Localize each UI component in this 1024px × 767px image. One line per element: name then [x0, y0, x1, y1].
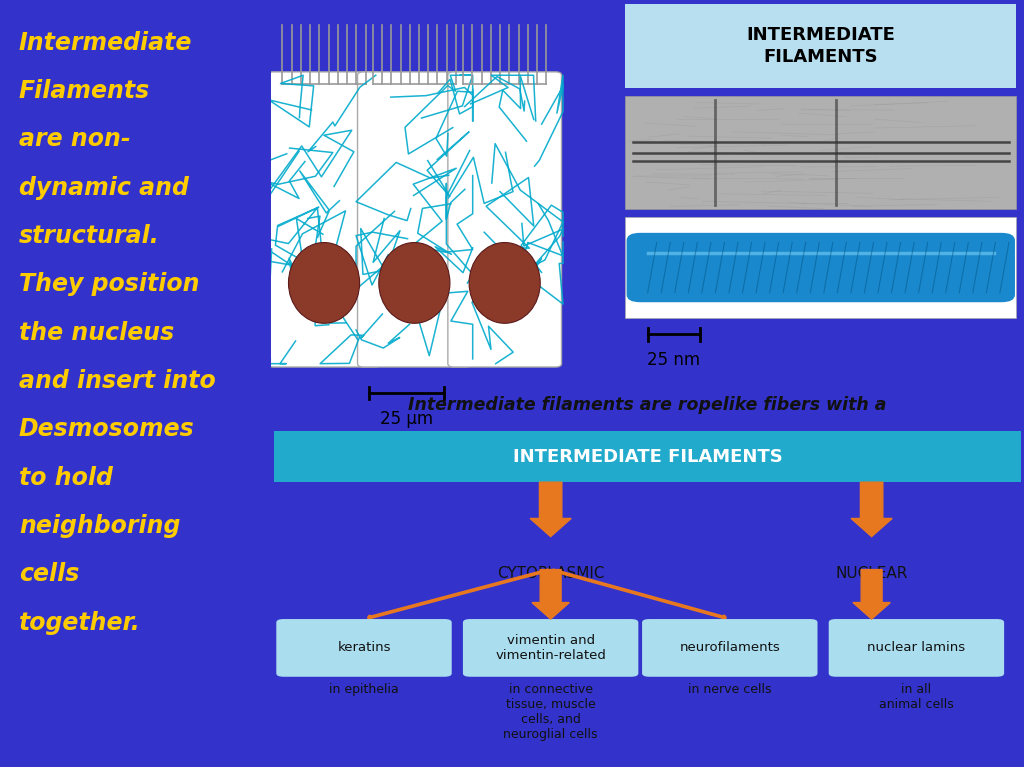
FancyBboxPatch shape	[625, 4, 1017, 87]
FancyBboxPatch shape	[463, 619, 638, 676]
Text: together.: together.	[19, 611, 140, 634]
Text: and insert into: and insert into	[19, 369, 216, 393]
Text: the nucleus: the nucleus	[19, 321, 174, 344]
Ellipse shape	[289, 242, 359, 324]
Ellipse shape	[379, 242, 450, 324]
FancyBboxPatch shape	[276, 619, 452, 676]
Text: in nerve cells: in nerve cells	[688, 683, 771, 696]
Text: INTERMEDIATE
FILAMENTS: INTERMEDIATE FILAMENTS	[746, 26, 895, 66]
Text: 25 μm: 25 μm	[380, 410, 433, 428]
Ellipse shape	[469, 242, 541, 324]
Text: cells: cells	[19, 562, 80, 586]
Text: vimentin and
vimentin-related: vimentin and vimentin-related	[496, 634, 606, 662]
Bar	[274, 431, 1021, 482]
Text: keratins: keratins	[337, 641, 391, 654]
Text: Desmosomes: Desmosomes	[19, 417, 195, 441]
FancyBboxPatch shape	[625, 217, 1017, 318]
FancyBboxPatch shape	[267, 72, 381, 367]
FancyBboxPatch shape	[357, 72, 471, 367]
Text: CYTOPLASMIC: CYTOPLASMIC	[497, 566, 604, 581]
Polygon shape	[853, 570, 890, 619]
FancyBboxPatch shape	[642, 619, 817, 676]
FancyBboxPatch shape	[447, 72, 561, 367]
FancyBboxPatch shape	[627, 233, 1015, 302]
Polygon shape	[530, 482, 571, 537]
Text: in all
animal cells: in all animal cells	[879, 683, 953, 711]
Text: neighboring: neighboring	[19, 514, 180, 538]
Text: 25 nm: 25 nm	[647, 351, 700, 369]
FancyBboxPatch shape	[828, 619, 1005, 676]
Polygon shape	[532, 570, 569, 619]
Text: Intermediate filaments are ropelike fibers with a: Intermediate filaments are ropelike fibe…	[409, 396, 887, 414]
Text: nuclear lamins: nuclear lamins	[867, 641, 966, 654]
Text: dynamic and: dynamic and	[19, 176, 188, 199]
Text: INTERMEDIATE FILAMENTS: INTERMEDIATE FILAMENTS	[513, 448, 782, 466]
Polygon shape	[851, 482, 892, 537]
Text: in epithelia: in epithelia	[329, 683, 399, 696]
Text: are non-: are non-	[19, 127, 131, 151]
Text: structural.: structural.	[19, 224, 160, 248]
Text: in connective
tissue, muscle
cells, and
neuroglial cells: in connective tissue, muscle cells, and …	[504, 683, 598, 742]
Text: Filaments: Filaments	[19, 79, 151, 103]
Text: Intermediate: Intermediate	[19, 31, 193, 54]
Text: NUCLEAR: NUCLEAR	[836, 566, 908, 581]
FancyBboxPatch shape	[625, 96, 1017, 209]
Text: neurofilaments: neurofilaments	[679, 641, 780, 654]
Text: They position: They position	[19, 272, 200, 296]
Text: to hold: to hold	[19, 466, 113, 489]
